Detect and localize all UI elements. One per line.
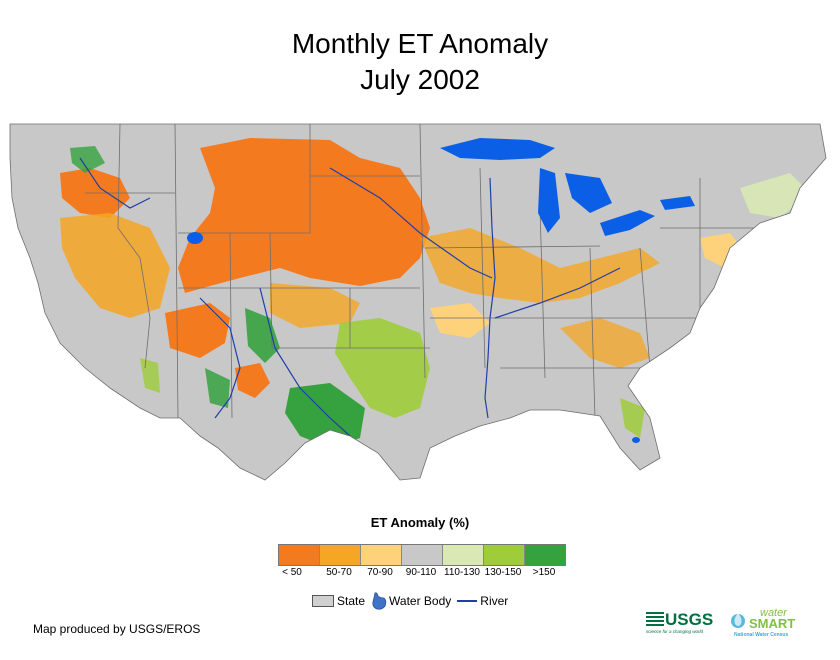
legend-swatch-lt50: [279, 545, 320, 565]
us-et-anomaly-map: [0, 118, 840, 488]
legend-color-bar: [278, 544, 566, 566]
state-label: State: [337, 594, 366, 608]
river-label: River: [480, 594, 509, 608]
reference-legend: State Water Body River: [312, 592, 514, 610]
map-credit: Map produced by USGS/EROS: [33, 622, 201, 636]
water-bodies: [187, 138, 695, 443]
lake-michigan: [538, 168, 560, 233]
lake-superior: [440, 138, 555, 160]
legend-title: ET Anomaly (%): [370, 515, 470, 530]
legend-swatch-50-70: [320, 545, 361, 565]
legend-item-water-body: Water Body: [371, 592, 451, 610]
map-subtitle-date: July 2002: [360, 64, 480, 95]
legend-swatch-130-150: [484, 545, 525, 565]
watersmart-logo-tagline: National Water Census: [734, 632, 788, 638]
legend-label-110-130: 110-130: [444, 567, 480, 578]
rivers: [79, 157, 621, 437]
anomaly-gt150-arizona: [205, 368, 230, 408]
anomaly-lt50-southwest: [165, 303, 230, 358]
legend-swatch-90-110: [402, 545, 443, 565]
river-colorado: [199, 297, 241, 419]
legend-swatch-110-130: [443, 545, 484, 565]
anomaly-gt150-washington: [70, 146, 105, 173]
river-ohio: [494, 267, 621, 319]
legend-swatch-gt150: [525, 545, 565, 565]
water-body-label: Water Body: [389, 594, 452, 608]
map-title: Monthly ET Anomaly: [291, 28, 549, 59]
legend-label-90-110: 90-110: [405, 567, 437, 578]
legend-label-lt50: < 50: [282, 567, 302, 578]
lake-huron: [565, 173, 612, 213]
water-drop-icon: [372, 592, 387, 610]
state-borders: [85, 124, 760, 419]
river-line-icon: [457, 600, 478, 602]
anomaly-50-70-southeast: [560, 318, 650, 368]
river-rio-grande: [259, 287, 351, 437]
anomaly-lt50-nm: [235, 363, 270, 398]
legend-label-gt150: >150: [532, 567, 556, 578]
map-land: [10, 124, 826, 480]
watersmart-logo-icon: water SMART National Water Census: [731, 607, 795, 638]
anomaly-70-90-ozarks: [430, 303, 490, 338]
legend-label-70-90: 70-90: [367, 567, 393, 578]
usgs-watersmart-logo-icon: USGS science for a changing world water …: [646, 607, 795, 638]
state-swatch-icon: [312, 595, 334, 607]
watersmart-logo-water: water: [760, 607, 788, 619]
anomaly-lt50-plains: [178, 138, 430, 293]
anomaly-130-150-florida: [620, 398, 645, 438]
us-outline: [9, 123, 827, 481]
usgs-logo-icon: USGS science for a changing world: [646, 610, 713, 634]
legend-item-river: River: [457, 594, 508, 608]
legend-label-50-70: 50-70: [326, 567, 352, 578]
watersmart-logo-smart: SMART: [749, 616, 795, 631]
river-missouri: [329, 167, 493, 279]
anomaly-50-70-west: [60, 213, 170, 318]
lake-okeechobee: [632, 437, 640, 443]
legend-label-130-150: 130-150: [484, 567, 522, 578]
lake-ontario: [660, 196, 695, 210]
legend-item-state: State: [312, 594, 365, 608]
usgs-logo-tagline: science for a changing world: [646, 629, 704, 634]
anomaly-50-70-central: [270, 283, 360, 328]
legend-swatch-70-90: [361, 545, 402, 565]
river-columbia: [79, 157, 151, 209]
anomaly-50-70-midwest: [420, 228, 660, 303]
great-salt-lake: [187, 232, 203, 244]
lake-erie: [600, 210, 655, 236]
anomaly-130-150-texas: [335, 318, 430, 418]
usgs-logo-text: USGS: [665, 610, 713, 629]
agency-logos: USGS science for a changing world water …: [646, 605, 816, 641]
map-svg: [9, 123, 827, 481]
river-mississippi: [484, 177, 496, 419]
